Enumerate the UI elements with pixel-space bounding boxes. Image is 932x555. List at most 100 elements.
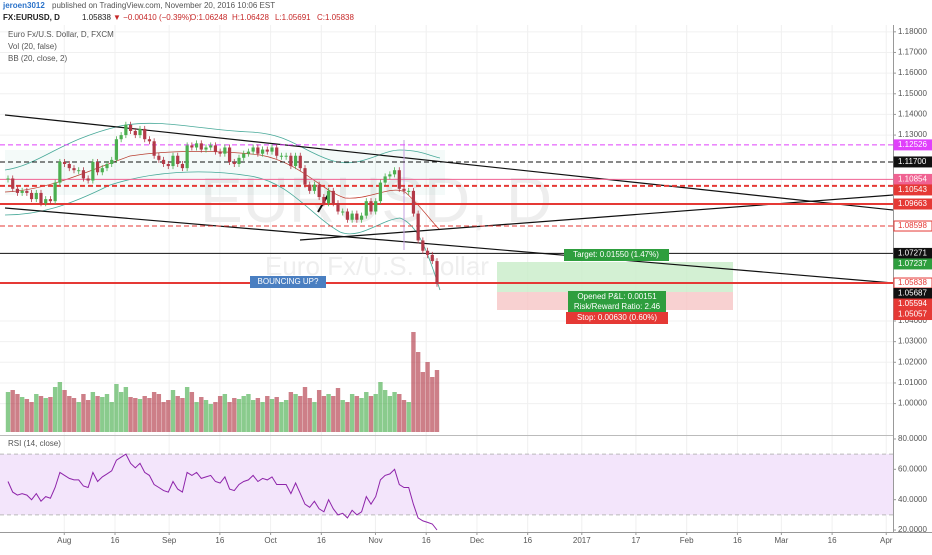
- x-tick-label: Apr: [880, 536, 893, 545]
- bounce-label-box: [250, 276, 326, 288]
- change: ▼ −0.00410 (−0.39%): [113, 13, 192, 22]
- volume-bar: [392, 392, 397, 432]
- y-tick-label: 1.01000: [898, 378, 927, 387]
- x-tick-label: Mar: [774, 536, 788, 545]
- candle-body: [369, 201, 373, 212]
- candle-body: [185, 145, 189, 169]
- volume-bar: [434, 370, 440, 432]
- candle-body: [392, 170, 397, 175]
- pnl-label-box: [568, 291, 666, 313]
- volume-bar: [232, 398, 237, 432]
- volume-bar: [283, 400, 289, 432]
- candle-body: [29, 192, 34, 200]
- volume-bar: [180, 398, 185, 432]
- candle-body: [308, 184, 312, 191]
- volume-bar: [269, 399, 275, 432]
- x-tick-label: Sep: [162, 536, 177, 545]
- volume-bar: [76, 402, 81, 432]
- candle-body: [355, 213, 359, 220]
- volume-bar: [71, 398, 77, 432]
- candle-body: [397, 170, 401, 189]
- candle-body: [204, 147, 208, 150]
- volume-bar: [326, 394, 331, 432]
- volume-bar: [81, 394, 86, 432]
- x-tick-label: 16: [317, 536, 326, 545]
- volume-bar: [95, 396, 100, 432]
- candle-body: [180, 164, 185, 169]
- candle-body: [190, 145, 194, 148]
- candle-body: [227, 147, 232, 162]
- volume-bar: [345, 402, 350, 432]
- volume-bar: [114, 384, 119, 432]
- volume-bar: [213, 402, 218, 432]
- levels: [0, 144, 893, 285]
- x-tick-label: 17: [631, 536, 640, 545]
- y-tick-label: 1.17000: [898, 48, 927, 57]
- candle-body: [209, 145, 213, 148]
- candle-body: [435, 261, 439, 284]
- x-tick-label: Oct: [264, 536, 277, 545]
- volume-bar: [85, 400, 91, 432]
- candle-body: [194, 143, 199, 148]
- pnl-label: Opened P&L: 0.00151: [577, 292, 657, 301]
- candle-body: [157, 155, 161, 160]
- bounce-label: BOUNCING UP?: [258, 277, 319, 286]
- candle-body: [421, 240, 425, 251]
- volume-bar: [189, 392, 195, 432]
- x-tick-label: Dec: [470, 536, 484, 545]
- candle-body: [105, 164, 109, 169]
- candle-body: [213, 145, 218, 152]
- volume-bar: [397, 394, 402, 432]
- volume-bar: [57, 382, 63, 432]
- candle-body: [246, 151, 251, 154]
- candle-body: [275, 147, 279, 156]
- price-badge-label: 1.10543: [898, 185, 927, 194]
- candle-body: [166, 164, 170, 167]
- y-tick-label: 1.18000: [898, 27, 927, 36]
- volume-bar: [364, 392, 369, 432]
- volume-bar: [5, 392, 11, 432]
- candle-body: [260, 149, 265, 154]
- legend-item: BB (20, close, 2): [8, 54, 67, 63]
- candle-body: [251, 147, 255, 152]
- candle-body: [326, 190, 331, 204]
- volume-bar: [15, 394, 20, 432]
- candle-body: [119, 135, 123, 140]
- y-tick-label: 1.04000: [898, 316, 927, 325]
- candle-body: [256, 147, 260, 154]
- volume-bar: [194, 402, 199, 432]
- volume-bar: [316, 390, 322, 432]
- candle-body: [378, 182, 383, 202]
- y-tick-label: 1.13000: [898, 130, 927, 139]
- volume-bar: [184, 387, 190, 432]
- x-tick-label: 16: [215, 536, 224, 545]
- volume-bar: [373, 394, 378, 432]
- bb-upper: [4, 122, 441, 171]
- candle-body: [86, 178, 90, 181]
- y-tick-label: 1.03000: [898, 337, 927, 346]
- volume-bar: [401, 400, 407, 432]
- price-badge: [893, 220, 932, 232]
- candle-body: [312, 184, 317, 191]
- volume-bar: [90, 392, 96, 432]
- volume-bar: [359, 398, 364, 432]
- candle-body: [15, 188, 20, 193]
- candle-body: [388, 174, 392, 177]
- candle-body: [411, 190, 416, 214]
- candle-body: [11, 178, 15, 189]
- volume-bar: [279, 402, 284, 432]
- trend-line: [4, 114, 894, 211]
- candle-body: [128, 124, 133, 131]
- volume-bar: [161, 402, 166, 432]
- x-tick-label: 16: [828, 536, 837, 545]
- price-badge-label: 1.09663: [898, 199, 927, 208]
- volume-bar: [368, 396, 374, 432]
- volume-bar: [312, 402, 317, 432]
- candle-body: [279, 155, 284, 157]
- target-zone: [497, 262, 733, 292]
- axes: 1.00000 1.01000 1.02000 1.03000 1.04000 1.130…: [57, 27, 932, 545]
- volume-bar: [274, 397, 279, 432]
- candle-body: [25, 190, 29, 193]
- volume-bar: [430, 377, 435, 432]
